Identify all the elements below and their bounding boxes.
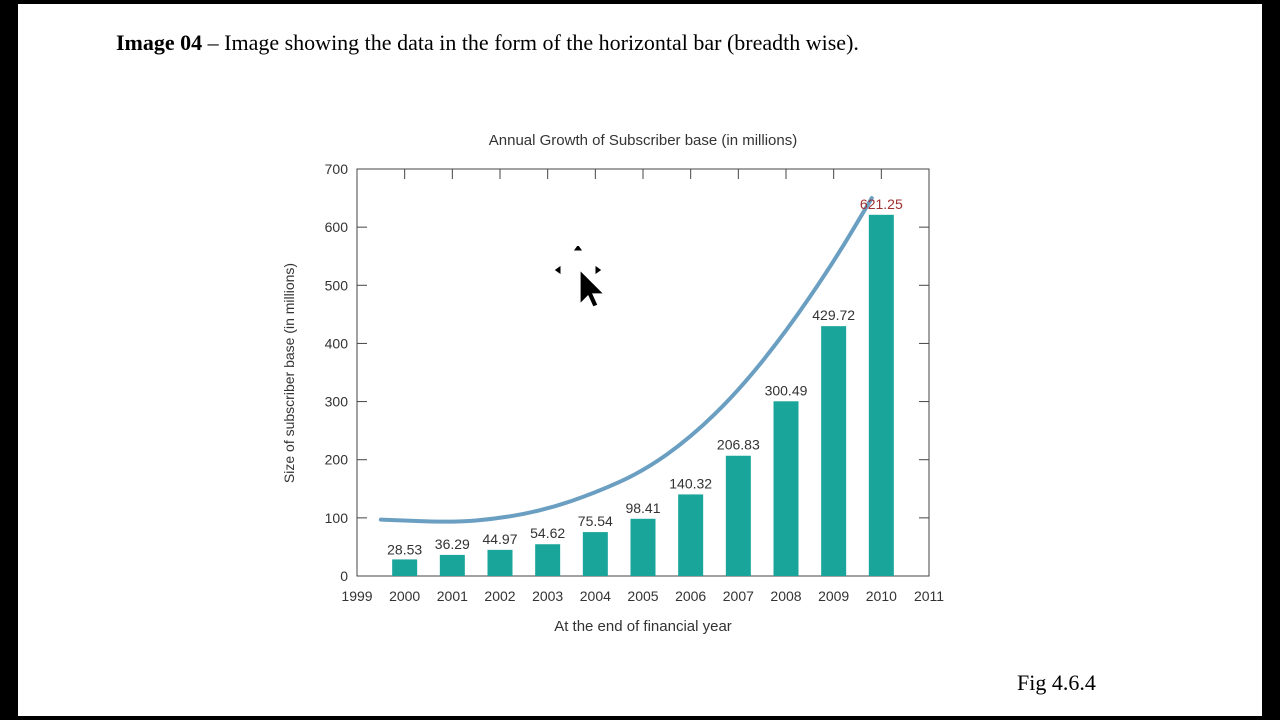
data-label: 621.25: [860, 196, 903, 212]
figure-label: Fig 4.6.4: [1017, 670, 1096, 695]
bar: [487, 549, 513, 576]
bar: [678, 494, 704, 576]
trend-curve: [378, 196, 874, 524]
x-tick-label: 1999: [341, 588, 372, 604]
bar: [725, 455, 751, 576]
data-label: 28.53: [387, 541, 422, 557]
y-tick-label: 100: [325, 510, 349, 526]
y-tick-label: 500: [325, 277, 349, 293]
x-tick-label: 2006: [675, 588, 706, 604]
x-tick-label: 2004: [580, 588, 611, 604]
y-tick-label: 0: [340, 568, 348, 584]
x-axis-label: At the end of financial year: [554, 618, 732, 635]
bar: [582, 532, 608, 576]
document-page: [18, 4, 1262, 716]
bar: [439, 554, 465, 576]
y-tick-label: 300: [325, 394, 349, 410]
x-tick-label: 2001: [437, 588, 468, 604]
x-tick-label: 2000: [389, 588, 420, 604]
data-label: 206.83: [717, 437, 760, 453]
y-tick-label: 600: [325, 219, 349, 235]
bar: [630, 518, 656, 576]
data-label: 140.32: [669, 475, 712, 491]
x-tick-label: 2003: [532, 588, 563, 604]
bar: [821, 326, 847, 576]
data-label: 36.29: [435, 536, 470, 552]
bar: [868, 214, 894, 576]
move-cursor-icon: [553, 246, 606, 308]
data-label: 75.54: [578, 513, 613, 529]
bar: [773, 401, 799, 576]
x-tick-label: 2005: [627, 588, 658, 604]
figure-caption: Image 04 – Image showing the data in the…: [116, 30, 859, 56]
caption-text: Image showing the data in the form of th…: [224, 30, 859, 55]
x-tick-label: 2010: [866, 588, 897, 604]
bar: [535, 544, 561, 576]
chart-marks: 0 100 200 300 400 500 600 700 1999 2000 2001 2002 20…: [325, 161, 945, 604]
data-label: 300.49: [765, 382, 808, 398]
x-tick-label: 2002: [484, 588, 515, 604]
y-tick-label: 400: [325, 335, 349, 351]
x-tick-label: 2008: [770, 588, 801, 604]
data-label: 429.72: [812, 307, 855, 323]
x-tick-label: 2007: [723, 588, 754, 604]
y-tick-label: 700: [325, 161, 349, 177]
bar: [392, 559, 418, 576]
x-tick-label: 2009: [818, 588, 849, 604]
y-axis-label: Size of subscriber base (in millions): [281, 263, 297, 483]
data-label: 98.41: [625, 500, 660, 516]
chart-title: Annual Growth of Subscriber base (in mil…: [489, 132, 797, 149]
y-tick-label: 200: [325, 452, 349, 468]
x-tick-label: 2011: [914, 588, 944, 604]
caption-label: Image 04: [116, 30, 203, 55]
data-label: 44.97: [482, 531, 517, 547]
caption-separator: –: [202, 30, 225, 55]
data-label: 54.62: [530, 525, 565, 541]
